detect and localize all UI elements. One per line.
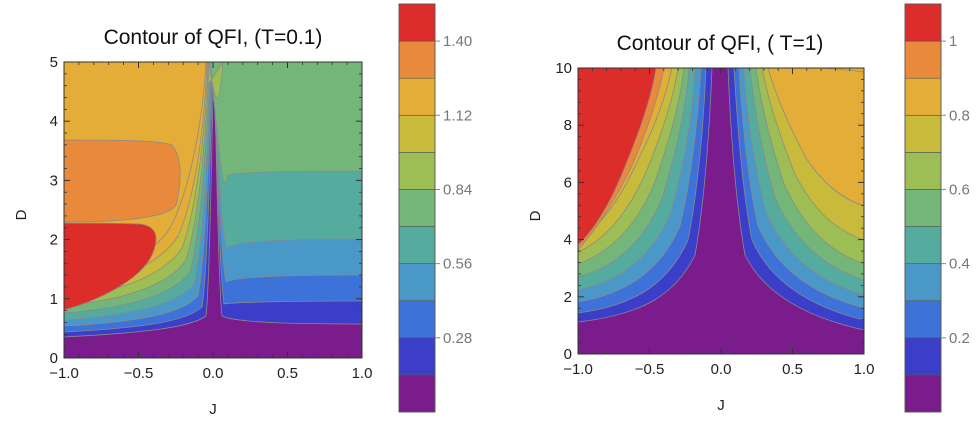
x-axis-label: J — [209, 401, 217, 418]
chart-right-colorbar: 0.2 0.4 0.6 0.8 1 — [904, 3, 970, 413]
colorbar-segment — [904, 263, 942, 302]
y-tick-label: 2 — [50, 232, 58, 249]
x-tick-label: −1.0 — [49, 365, 79, 382]
colorbar-segment — [398, 40, 436, 79]
x-tick-label: −0.5 — [635, 361, 665, 378]
colorbar-segment — [904, 189, 942, 227]
y-tick-label: 8 — [564, 117, 572, 134]
y-tick-label: 4 — [50, 113, 58, 130]
colorbar-segment — [904, 300, 942, 339]
chart-right-axes: −1.0 −0.5 0.0 0.5 1.0 0 2 4 6 8 10 J D — [527, 60, 874, 414]
y-axis-label: D — [527, 210, 544, 221]
chart-left: Contour of QFI, (T=0.1) −1.0 −0.5 0.0 0.5 1.… — [13, 3, 472, 418]
colorbar-frame — [398, 3, 436, 413]
colorbar-segment — [904, 226, 942, 264]
colorbar-tick-label: 0.6 — [949, 181, 970, 198]
colorbar-segment — [398, 3, 436, 42]
x-axis-label: J — [717, 397, 725, 414]
colorbar-frame — [904, 3, 942, 413]
colorbar-tick-label: 0.28 — [443, 330, 472, 347]
x-tick-label: 0.5 — [782, 361, 803, 378]
colorbar-segment — [398, 189, 436, 227]
chart-left-colorbar: 0.28 0.56 0.84 1.12 1.40 — [398, 3, 472, 413]
colorbar-tick-label: 0.84 — [443, 181, 472, 198]
colorbar-tick-label: 1 — [949, 33, 957, 50]
colorbar-segment — [904, 374, 942, 413]
y-tick-label: 2 — [564, 289, 572, 306]
colorbar-segment — [398, 374, 436, 413]
colorbar-segment — [904, 152, 942, 190]
colorbar-segment — [398, 300, 436, 339]
y-tick-label: 1 — [50, 291, 58, 308]
y-tick-label: 6 — [564, 174, 572, 191]
colorbar-segment — [904, 77, 942, 116]
chart-left-axes: −1.0 −0.5 0.0 0.5 1.0 0 1 2 3 4 5 J D — [13, 54, 372, 418]
x-tick-label: −0.5 — [124, 365, 154, 382]
y-tick-label: 0 — [564, 346, 572, 363]
x-tick-label: 0.0 — [711, 361, 732, 378]
chart-right-title: Contour of QFI, ( T=1) — [617, 32, 824, 55]
colorbar-segment — [904, 114, 942, 153]
y-axis-label: D — [13, 209, 30, 220]
chart-right-contour — [578, 68, 864, 354]
colorbar-segment — [398, 114, 436, 153]
colorbar-segment — [904, 40, 942, 79]
y-tick-label: 5 — [50, 54, 58, 71]
colorbar-tick-label: 1.12 — [443, 107, 472, 124]
chart-right: Contour of QFI, ( T=1) −1.0 −0.5 0.0 0.5 1.0… — [527, 3, 970, 414]
colorbar-segment — [904, 337, 942, 376]
colorbar-tick-label: 0.4 — [949, 256, 970, 273]
colorbar-segment — [398, 226, 436, 264]
colorbar-tick-label: 0.8 — [949, 107, 970, 124]
y-tick-label: 0 — [50, 350, 58, 367]
x-tick-label: −1.0 — [563, 361, 593, 378]
y-tick-label: 10 — [555, 60, 572, 77]
contour-b-level-10 — [578, 68, 657, 246]
x-tick-label: 1.0 — [854, 361, 875, 378]
chart-left-title: Contour of QFI, (T=0.1) — [104, 26, 323, 49]
colorbar-segment — [904, 3, 942, 42]
x-tick-label: 1.0 — [352, 365, 373, 382]
contour-a-level-11 — [64, 222, 157, 311]
colorbar-segment — [398, 77, 436, 116]
colorbar-tick-label: 1.40 — [443, 33, 472, 50]
chart-left-contour — [64, 62, 362, 358]
colorbar-segment — [398, 263, 436, 302]
y-tick-label: 3 — [50, 172, 58, 189]
colorbar-tick-label: 0.56 — [443, 256, 472, 273]
contour-a-level-10 — [64, 139, 181, 223]
x-tick-label: 0.5 — [277, 365, 298, 382]
colorbar-segment — [398, 152, 436, 190]
y-tick-label: 4 — [564, 232, 572, 249]
colorbar-segment — [398, 337, 436, 376]
x-tick-label: 0.0 — [203, 365, 224, 382]
colorbar-tick-label: 0.2 — [949, 330, 970, 347]
